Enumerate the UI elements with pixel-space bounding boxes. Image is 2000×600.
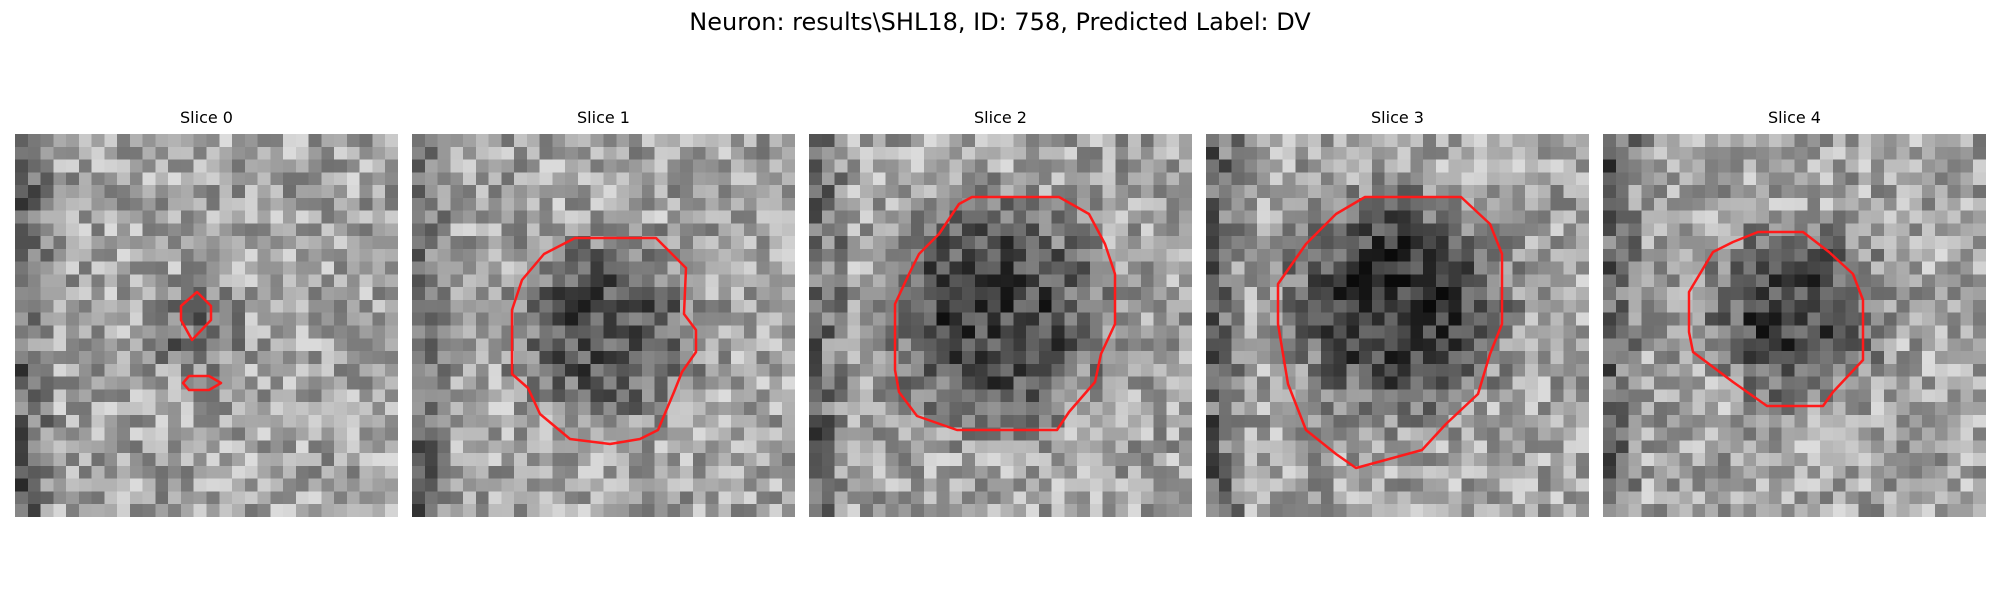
roi-contour [510, 236, 698, 446]
roi-contour [893, 195, 1117, 432]
figure-title: Neuron: results\SHL18, ID: 758, Predicte… [689, 8, 1311, 36]
slice-panel-1: Slice 1 [412, 108, 795, 517]
slice-image [1603, 134, 1986, 517]
slice-title: Slice 1 [577, 108, 630, 127]
contour-overlay [1276, 195, 1504, 470]
slice-image [412, 134, 795, 517]
slice-title: Slice 4 [1768, 108, 1821, 127]
roi-contour [179, 290, 213, 342]
slice-title: Slice 3 [1371, 108, 1424, 127]
slice-title: Slice 0 [180, 108, 233, 127]
contour-overlay [1687, 230, 1865, 408]
roi-contour [1276, 195, 1504, 470]
slice-panel-3: Slice 3 [1206, 108, 1589, 517]
roi-contour [181, 374, 223, 392]
contour-overlay [510, 236, 698, 446]
slice-panel-2: Slice 2 [809, 108, 1192, 517]
slice-title: Slice 2 [974, 108, 1027, 127]
slice-panel-4: Slice 4 [1603, 108, 1986, 517]
contour-overlay [893, 195, 1117, 432]
roi-contour [1687, 230, 1865, 408]
slice-panel-0: Slice 0 [15, 108, 398, 517]
contour-overlay [179, 290, 223, 392]
